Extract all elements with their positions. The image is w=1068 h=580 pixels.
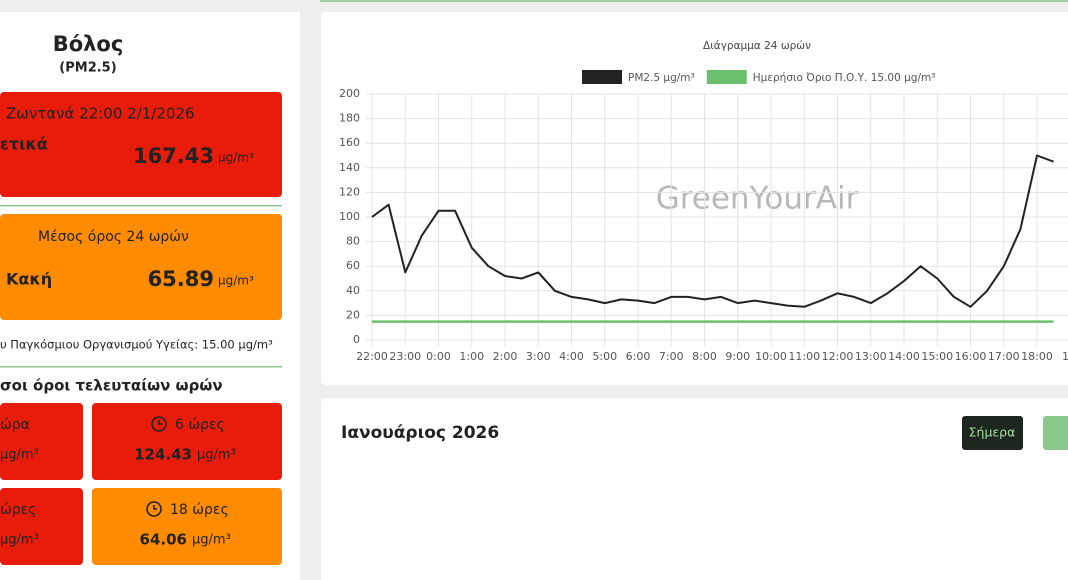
y-tick-label: 200 bbox=[339, 87, 360, 100]
card bbox=[0, 488, 83, 565]
card-label: 6 ώρες bbox=[175, 417, 225, 433]
live-unit: μg/m³ bbox=[218, 151, 254, 165]
legend-swatch bbox=[582, 70, 622, 84]
x-tick-label: 0:00 bbox=[426, 350, 451, 363]
avg-unit: μg/m³ bbox=[218, 274, 254, 288]
live-value: 167.43 bbox=[133, 144, 214, 168]
x-tick-label: 10:00 bbox=[755, 350, 787, 363]
live-box bbox=[0, 92, 282, 197]
recent-heading: σοι όροι τελευταίων ωρών bbox=[0, 377, 223, 395]
x-tick-label: 17:00 bbox=[988, 350, 1020, 363]
city: Βόλος bbox=[53, 32, 124, 56]
x-tick-label: 15:00 bbox=[921, 350, 953, 363]
card-label: ώρες bbox=[0, 502, 36, 518]
x-tick-label: 14:00 bbox=[888, 350, 920, 363]
x-tick-label: 5:00 bbox=[592, 350, 617, 363]
nav-button[interactable] bbox=[1043, 416, 1068, 450]
x-tick-label: 13:00 bbox=[855, 350, 887, 363]
card-label: 18 ώρες bbox=[170, 502, 229, 518]
legend-swatch bbox=[706, 70, 747, 84]
y-tick-label: 160 bbox=[339, 136, 360, 149]
avg-label: Μέσος όρος 24 ωρών bbox=[38, 229, 189, 245]
x-tick-label: 16:00 bbox=[955, 350, 987, 363]
y-tick-label: 120 bbox=[339, 185, 360, 198]
card-label: ώρα bbox=[0, 417, 30, 433]
card-unit: μg/m³ bbox=[0, 533, 39, 548]
x-tick-label: 11:00 bbox=[788, 350, 820, 363]
x-tick-label: 4:00 bbox=[559, 350, 584, 363]
chart-title: Διάγραμμα 24 ωρών bbox=[703, 40, 811, 52]
who-note: υ Παγκόσμιου Οργανισμού Υγείας: 15.00 μg… bbox=[0, 338, 273, 352]
card-unit: μg/m³ bbox=[0, 448, 39, 463]
x-tick-label: 12:00 bbox=[822, 350, 854, 363]
avg-status: Κακή bbox=[6, 270, 52, 289]
x-tick-label: 1 bbox=[1062, 350, 1068, 363]
x-tick-label: 2:00 bbox=[493, 350, 518, 363]
legend-label: Ημερήσιο Όριο Π.Ο.Υ. 15.00 μg/m³ bbox=[753, 72, 936, 84]
divider bbox=[0, 205, 282, 207]
x-tick-label: 9:00 bbox=[725, 350, 750, 363]
x-tick-label: 8:00 bbox=[692, 350, 717, 363]
card bbox=[92, 488, 282, 565]
clock-icon bbox=[146, 501, 162, 517]
avg-box bbox=[0, 214, 282, 320]
card bbox=[92, 403, 282, 480]
card-value: 124.43 bbox=[134, 446, 192, 464]
legend-label: PM2.5 μg/m³ bbox=[628, 72, 695, 84]
chart-card bbox=[321, 12, 1068, 385]
y-tick-label: 0 bbox=[353, 333, 360, 346]
y-tick-label: 60 bbox=[346, 259, 360, 272]
y-tick-label: 140 bbox=[339, 161, 360, 174]
top-strip bbox=[320, 0, 1068, 2]
x-tick-label: 3:00 bbox=[526, 350, 551, 363]
x-tick-label: 7:00 bbox=[659, 350, 684, 363]
y-tick-label: 180 bbox=[339, 112, 360, 125]
today-button[interactable] bbox=[962, 416, 1023, 450]
pollutant: (PM2.5) bbox=[59, 61, 116, 76]
live-status: ετικά bbox=[0, 135, 48, 154]
y-tick-label: 20 bbox=[346, 308, 360, 321]
card-value: 64.06 bbox=[140, 531, 187, 549]
y-tick-label: 100 bbox=[339, 210, 360, 223]
chart: 0 20 40 60 80 100 120 140 160 180 200 22:00 23:00 0:0… bbox=[339, 70, 1068, 363]
avg-value: 65.89 bbox=[148, 267, 214, 291]
pm25-line bbox=[371, 154, 1054, 308]
today-button-label[interactable]: Σήμερα bbox=[969, 425, 1016, 440]
card bbox=[0, 403, 83, 480]
x-tick-label: 18:00 bbox=[1021, 350, 1053, 363]
clock-icon bbox=[151, 416, 167, 432]
calendar-title: Ιανουάριος 2026 bbox=[341, 423, 499, 443]
x-tick-label: 22:00 bbox=[356, 350, 388, 363]
x-tick-label: 23:00 bbox=[389, 350, 421, 363]
x-tick-label: 1:00 bbox=[459, 350, 484, 363]
divider bbox=[0, 366, 282, 368]
x-tick-label: 6:00 bbox=[626, 350, 651, 363]
card-unit: μg/m³ bbox=[197, 448, 236, 463]
y-tick-label: 80 bbox=[346, 235, 360, 248]
live-label: Ζωντανά 22:00 2/1/2026 bbox=[6, 105, 195, 123]
watermark: GreenYourAir bbox=[656, 181, 859, 217]
y-tick-label: 40 bbox=[346, 284, 360, 297]
card-unit: μg/m³ bbox=[192, 533, 231, 548]
calendar-card bbox=[321, 398, 1068, 580]
